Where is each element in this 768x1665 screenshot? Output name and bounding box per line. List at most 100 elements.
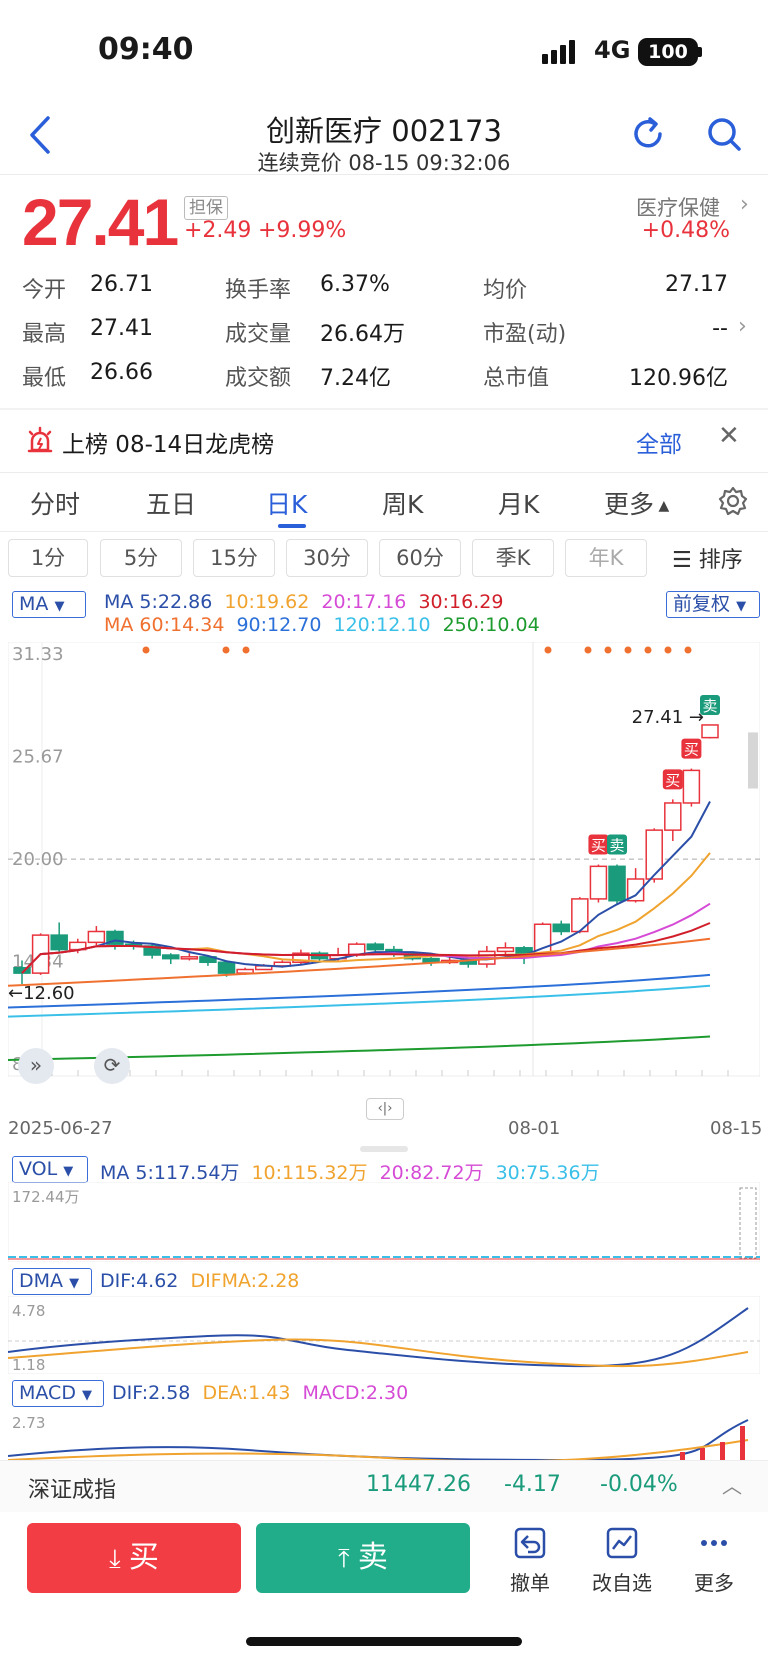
vol-ma5: MA 5:117.54万 — [100, 1162, 240, 1184]
period-15min[interactable]: 15分 — [193, 539, 275, 577]
trading-status: 连续竞价 08-15 09:32:06 — [257, 151, 511, 175]
search-icon[interactable] — [704, 114, 744, 154]
high-value: 27.41 — [90, 316, 153, 341]
vol-ma30: 30:75.36万 — [495, 1162, 600, 1184]
ma5-value: MA 5:22.86 — [104, 591, 213, 613]
panel-resize-handle[interactable] — [360, 1146, 408, 1152]
vol-ma20: 20:82.72万 — [379, 1162, 484, 1184]
signal-label: 卖 — [610, 837, 625, 855]
tab-monthly-k[interactable]: 月K — [498, 490, 540, 519]
dma-selector[interactable]: DMA ▼ — [12, 1268, 92, 1295]
vol-selector[interactable]: VOL ▼ — [12, 1156, 88, 1183]
chevron-right-icon[interactable]: › — [740, 192, 749, 217]
signal-badge — [588, 834, 609, 855]
macd-selector[interactable]: MACD ▼ — [12, 1380, 104, 1407]
tab-intraday[interactable]: 分时 — [30, 490, 81, 519]
period-year-k[interactable]: 年K — [565, 539, 647, 577]
menu-icon: ☰ — [672, 548, 699, 573]
period-60min[interactable]: 60分 — [379, 539, 461, 577]
low-label: 最低 — [22, 366, 67, 391]
close-icon[interactable]: ✕ — [718, 421, 740, 451]
index-change: -4.17 — [504, 1472, 561, 1497]
period-5min[interactable]: 5分 — [100, 539, 182, 577]
cancel-order-icon — [514, 1527, 546, 1559]
more-icon — [701, 1540, 727, 1546]
tab-weekly-k[interactable]: 周K — [382, 490, 424, 519]
banner-all-link[interactable]: 全部 — [636, 432, 682, 458]
dma-chart[interactable] — [8, 1296, 760, 1374]
event-dot — [684, 646, 692, 654]
edit-watchlist-button[interactable]: 改自选 — [582, 1525, 662, 1596]
event-dot — [644, 646, 652, 654]
banner-text[interactable]: 上榜 08-14日龙虎榜 — [62, 432, 275, 458]
back-icon[interactable] — [22, 112, 62, 158]
cancel-order-label: 撤单 — [510, 1571, 550, 1595]
dropdown-icon: ▼ — [82, 1388, 93, 1403]
signal-badge — [662, 769, 683, 790]
x-tick-mid: 08-01 — [508, 1118, 561, 1139]
dma-bottom-label: 1.18 — [12, 1356, 46, 1374]
home-indicator — [246, 1637, 522, 1646]
chevron-right-icon[interactable]: › — [738, 314, 747, 339]
rotate-icon[interactable]: ⟳ — [94, 1048, 130, 1084]
chart-range-handle[interactable]: ‹|› — [366, 1098, 404, 1120]
dma-difma: DIFMA:2.28 — [190, 1270, 300, 1292]
period-quarter-k[interactable]: 季K — [472, 539, 554, 577]
avg-value: 27.17 — [665, 272, 728, 297]
chevron-up-icon[interactable]: ︿ — [722, 1474, 742, 1498]
more-button[interactable]: 更多 — [674, 1525, 754, 1596]
mcap-value: 120.96亿 — [629, 366, 728, 391]
candle — [236, 968, 254, 974]
dma-top-label: 4.78 — [12, 1302, 46, 1320]
tab-five-day[interactable]: 五日 — [146, 490, 197, 519]
adjust-selector[interactable]: 前复权 ▼ — [666, 591, 760, 618]
y-tick-label: 31.33 — [12, 644, 64, 665]
vol-selector-label: VOL — [19, 1158, 58, 1180]
sort-button[interactable]: ☰ 排序 — [672, 542, 743, 574]
gear-icon[interactable] — [718, 486, 748, 516]
macd-dif: DIF:2.58 — [112, 1382, 191, 1404]
volume-chart[interactable] — [8, 1182, 760, 1262]
candle — [496, 947, 515, 953]
index-value: 11447.26 — [366, 1472, 471, 1497]
fast-forward-icon[interactable]: » — [18, 1048, 54, 1084]
tab-more[interactable]: 更多 ▲ — [604, 485, 669, 521]
period-30min[interactable]: 30分 — [286, 539, 368, 577]
candle — [626, 878, 645, 902]
refresh-icon[interactable] — [628, 114, 668, 154]
candle — [180, 956, 199, 960]
event-dot — [584, 646, 592, 654]
macd-chart[interactable] — [8, 1408, 760, 1460]
macd-selector-label: MACD — [19, 1382, 76, 1404]
sector-link[interactable]: 医疗保健 — [636, 196, 720, 220]
ma-selector-label: MA — [19, 593, 49, 615]
candle — [143, 945, 161, 956]
y-tick-label: 20.00 — [12, 849, 64, 870]
candle — [515, 947, 533, 954]
cancel-order-button[interactable]: 撤单 — [490, 1525, 570, 1596]
sector-change: +0.48% — [641, 218, 730, 243]
sell-button[interactable]: ⤒ 卖 — [256, 1523, 470, 1593]
candle — [87, 930, 106, 944]
volume-value: 26.64万 — [320, 322, 405, 347]
ma60-value: MA 60:14.34 — [104, 614, 225, 636]
period-1min[interactable]: 1分 — [8, 539, 88, 577]
dma-dif: DIF:4.62 — [100, 1270, 179, 1292]
min-price-label: ←12.60 — [8, 983, 75, 1004]
candle — [366, 943, 385, 951]
price-range-bar — [748, 732, 758, 789]
ma250-value: 250:10.04 — [442, 614, 540, 636]
tab-daily-k[interactable]: 日K — [266, 490, 308, 519]
pe-label[interactable]: 市盈(动) — [483, 322, 567, 347]
current-price: 27.41 — [22, 185, 179, 259]
ma-selector[interactable]: MA ▼ — [12, 591, 86, 618]
macd-values: DIF:2.58 DEA:1.43 MACD:2.30 — [112, 1382, 408, 1404]
index-ticker[interactable] — [0, 1460, 768, 1512]
signal-label: 卖 — [702, 697, 717, 715]
sort-label: 排序 — [698, 548, 743, 573]
buy-button[interactable]: ⤓ 买 — [27, 1523, 241, 1593]
dropdown-icon: ▼ — [63, 1164, 74, 1179]
signal-icon — [542, 40, 575, 64]
macd-top-label: 2.73 — [12, 1414, 46, 1432]
